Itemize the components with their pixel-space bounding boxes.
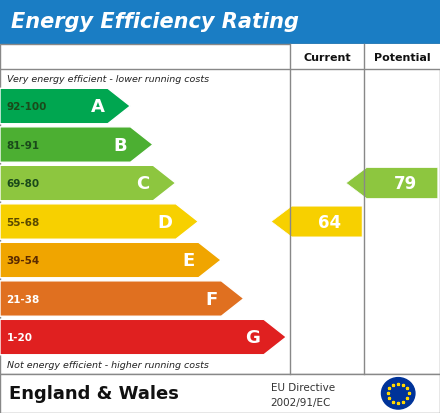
Text: A: A xyxy=(91,98,104,116)
Text: Current: Current xyxy=(303,52,351,62)
Text: 55-68: 55-68 xyxy=(7,217,40,227)
Text: D: D xyxy=(158,213,172,231)
Bar xyxy=(0,45,440,374)
Text: Potential: Potential xyxy=(374,52,430,62)
Text: 64: 64 xyxy=(319,213,341,231)
Text: F: F xyxy=(205,290,218,308)
Polygon shape xyxy=(0,128,153,163)
Text: C: C xyxy=(136,175,150,192)
Bar xyxy=(290,45,440,70)
Bar xyxy=(0,374,440,413)
Polygon shape xyxy=(0,281,244,316)
Polygon shape xyxy=(0,320,286,355)
Text: Energy Efficiency Rating: Energy Efficiency Rating xyxy=(11,12,299,32)
Polygon shape xyxy=(0,204,198,240)
Text: 39-54: 39-54 xyxy=(7,255,40,266)
Text: Not energy efficient - higher running costs: Not energy efficient - higher running co… xyxy=(7,361,209,370)
Text: B: B xyxy=(114,136,127,154)
Text: 81-91: 81-91 xyxy=(7,140,40,150)
Polygon shape xyxy=(346,168,438,199)
Text: 79: 79 xyxy=(394,175,417,192)
Text: 1-20: 1-20 xyxy=(7,332,33,342)
Text: England & Wales: England & Wales xyxy=(9,385,179,402)
Circle shape xyxy=(381,377,415,409)
Bar xyxy=(0,0,440,45)
Text: G: G xyxy=(246,328,260,346)
Text: EU Directive: EU Directive xyxy=(271,382,335,392)
Text: 21-38: 21-38 xyxy=(7,294,40,304)
Text: 92-100: 92-100 xyxy=(7,102,47,112)
Text: Very energy efficient - lower running costs: Very energy efficient - lower running co… xyxy=(7,74,209,83)
Text: 69-80: 69-80 xyxy=(7,178,40,189)
Polygon shape xyxy=(271,206,362,237)
Text: 2002/91/EC: 2002/91/EC xyxy=(271,397,331,407)
Polygon shape xyxy=(0,166,176,201)
Polygon shape xyxy=(0,89,130,124)
Text: E: E xyxy=(183,252,195,269)
Polygon shape xyxy=(0,243,221,278)
